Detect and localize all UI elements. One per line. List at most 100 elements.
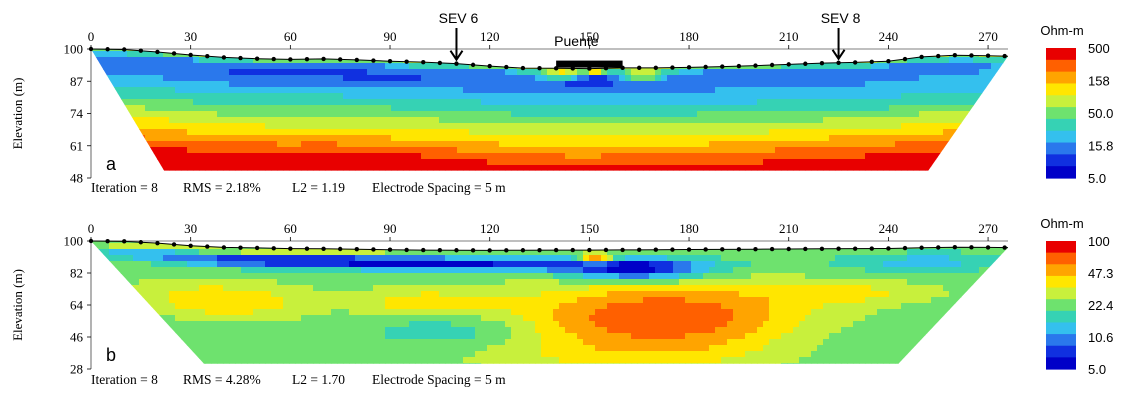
y-tick-label: 87 — [70, 74, 84, 89]
electrode-marker — [1002, 245, 1007, 250]
x-tick-label: 90 — [384, 29, 397, 44]
electrode-marker — [836, 246, 841, 251]
electrode-marker — [985, 53, 991, 58]
x-tick-label: 180 — [679, 29, 699, 44]
colorbar-unit: Ohm-m — [1040, 216, 1083, 231]
sev-arrow-head — [449, 50, 464, 62]
electrode-marker — [470, 248, 476, 253]
electrode-marker — [371, 247, 376, 252]
resistivity-section-b — [91, 241, 1008, 364]
electrode-marker — [769, 62, 775, 68]
electrode-marker — [487, 248, 492, 253]
sev-label: SEV 8 — [821, 10, 861, 26]
electrode-marker — [470, 62, 476, 68]
electrode-marker — [686, 247, 692, 252]
panel-letter: a — [106, 154, 117, 174]
electrode-marker — [637, 65, 642, 71]
sev-label: SEV 6 — [439, 10, 479, 26]
electrode-marker — [753, 63, 758, 68]
colorbar-swatch — [1046, 252, 1076, 265]
electrode-marker — [221, 245, 227, 250]
electrode-marker — [819, 60, 825, 66]
y-axis-title: Elevation (m) — [10, 78, 25, 150]
inversion-info: Iteration = 8 RMS = 4.28% L2 = 1.70 Electro… — [91, 372, 506, 387]
electrode-marker — [570, 247, 575, 253]
colorbar-tick-label: 500 — [1088, 41, 1110, 56]
x-tick-label: 120 — [480, 221, 500, 236]
electrode-marker — [371, 58, 376, 63]
colorbar-a: Ohm-m 500 158 50.0 15.8 5.0 — [1040, 23, 1113, 186]
electrode-marker — [254, 56, 260, 61]
electrode-marker — [304, 56, 310, 62]
electrode-marker — [221, 55, 227, 60]
electrode-marker — [337, 246, 343, 252]
electrode-marker — [936, 53, 941, 59]
electrode-marker — [902, 56, 908, 62]
colorbar-swatch — [1046, 59, 1076, 73]
x-tick-label: 90 — [384, 221, 397, 236]
electrode-marker — [736, 247, 742, 252]
colorbar-swatch — [1046, 357, 1076, 370]
inversion-info: Iteration = 8 RMS = 2.18% L2 = 1.19 Electro… — [91, 180, 506, 195]
electrode-marker — [919, 245, 924, 250]
electrode-marker — [321, 246, 326, 252]
electrode-marker — [670, 65, 675, 70]
electrode-marker — [337, 57, 343, 62]
electrode-marker — [387, 58, 393, 64]
colorbar-tick-label: 10.6 — [1088, 330, 1113, 345]
colorbar-swatch — [1046, 287, 1076, 300]
electrode-marker — [138, 48, 144, 53]
electrode-marker — [487, 63, 492, 69]
colorbar-tick-label: 100 — [1088, 234, 1110, 249]
x-tick-label: 270 — [978, 221, 998, 236]
electrode-marker — [304, 246, 310, 251]
x-tick-label: 150 — [580, 221, 600, 236]
colorbar-tick-label: 22.4 — [1088, 298, 1113, 313]
electrode-marker — [171, 242, 177, 247]
colorbar-swatch — [1046, 345, 1076, 358]
electrode-marker — [421, 247, 426, 253]
electrode-marker — [553, 247, 559, 253]
x-tick-label: 270 — [978, 29, 998, 44]
electrode-marker — [852, 246, 858, 251]
x-tick-label: 120 — [480, 29, 500, 44]
iteration-text: Iteration = 8 — [91, 372, 158, 387]
electrode-marker — [155, 240, 160, 246]
electrode-marker — [271, 56, 276, 62]
x-tick-label: 0 — [88, 221, 95, 236]
x-tick-label: 30 — [184, 29, 197, 44]
electrode-marker — [537, 66, 542, 71]
electrode-marker — [886, 58, 891, 64]
electrode-marker — [437, 60, 443, 66]
colorbar-b: Ohm-m 100 47.3 22.4 10.6 5.0 — [1040, 216, 1113, 377]
electrode-marker — [504, 64, 509, 70]
colorbar-swatch — [1046, 275, 1076, 289]
electrode-marker — [852, 60, 858, 65]
sev-marker: SEV 6 — [439, 10, 479, 62]
colorbar-swatch — [1046, 118, 1076, 132]
electrode-marker — [985, 245, 991, 250]
electrode-marker — [736, 63, 742, 69]
rms-text: RMS = 2.18% — [183, 180, 261, 195]
electrode-spacing-text: Electrode Spacing = 5 m — [372, 180, 506, 195]
electrode-marker — [969, 53, 974, 58]
l2-text: L2 = 1.70 — [292, 372, 345, 387]
electrode-marker — [653, 65, 659, 71]
electrode-marker — [537, 247, 542, 253]
electrode-marker — [271, 246, 276, 251]
electrode-marker — [720, 247, 725, 252]
x-tick-label: 240 — [879, 29, 899, 44]
electrode-marker — [703, 64, 708, 70]
electrode-marker — [238, 245, 243, 250]
electrode-marker — [836, 60, 841, 65]
electrode-marker — [952, 245, 958, 250]
electrode-spacing-text: Electrode Spacing = 5 m — [372, 372, 506, 387]
electrode-marker — [703, 247, 708, 252]
sev-marker: SEV 8 — [821, 10, 861, 61]
x-tick-label: 180 — [679, 221, 699, 236]
y-tick-label: 100 — [64, 234, 84, 249]
electrode-marker — [205, 53, 210, 59]
colorbar-tick-label: 5.0 — [1088, 362, 1106, 377]
electrode-marker — [637, 247, 642, 252]
